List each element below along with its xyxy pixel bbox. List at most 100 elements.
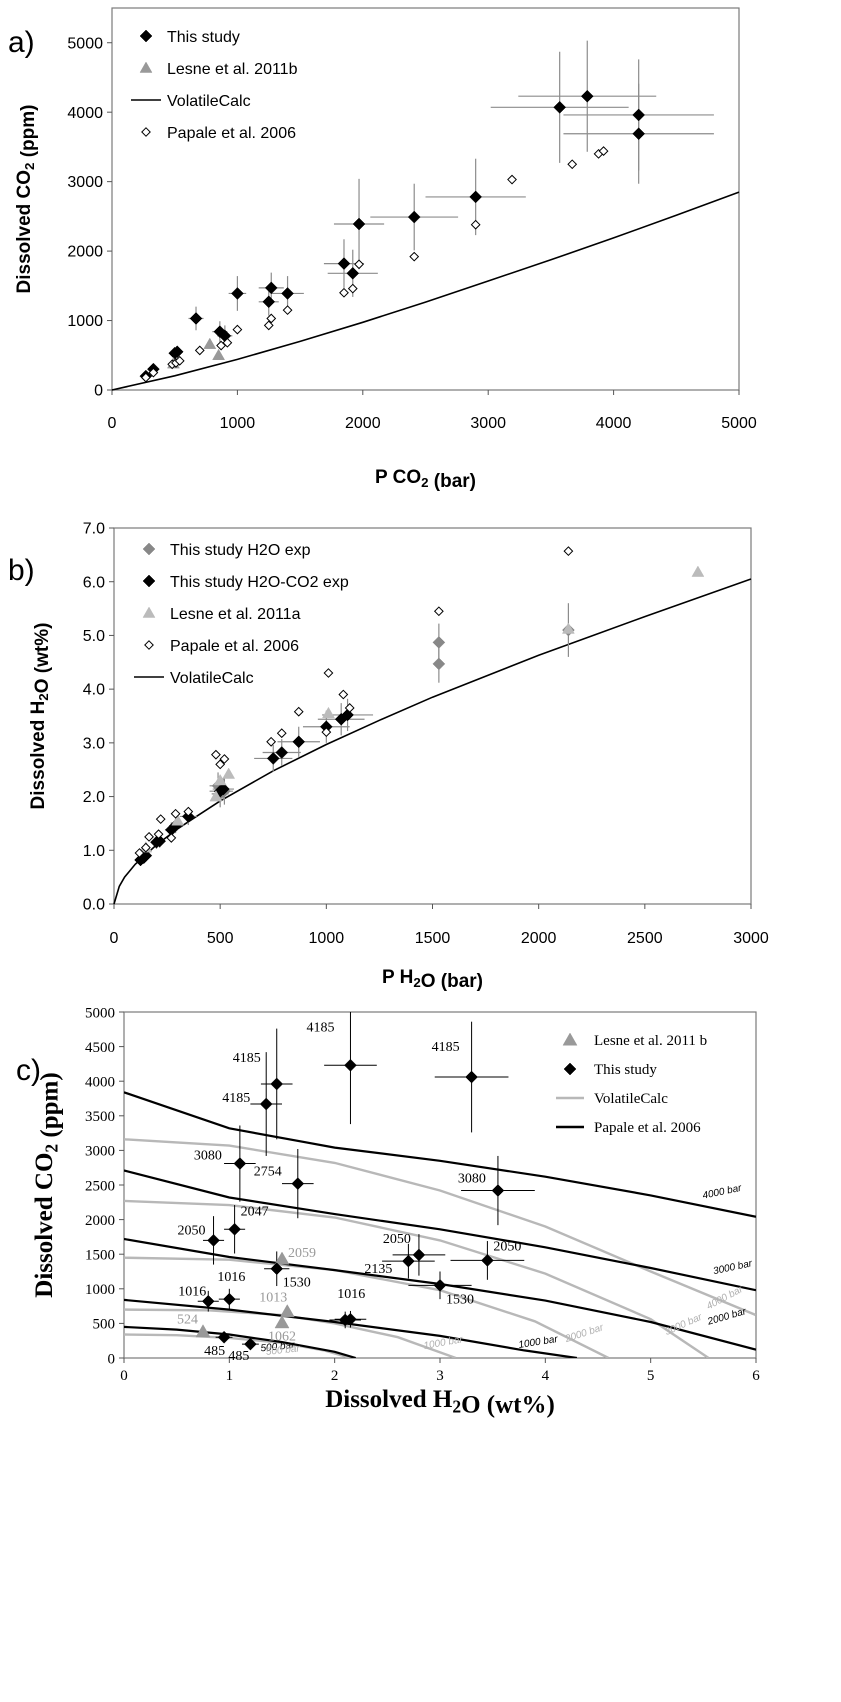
this-study-point [207, 1234, 220, 1247]
this-study-point [344, 1058, 357, 1072]
lesne-point-label: 2059 [288, 1246, 316, 1261]
this-study-point-label: 2050 [383, 1232, 411, 1247]
lesne-point [195, 1324, 211, 1338]
panel-a-point [632, 127, 646, 141]
this-study-point-label: 485 [204, 1344, 225, 1359]
panel-a-point [354, 259, 364, 270]
panel-a-point [409, 251, 420, 262]
panel-b-point [691, 565, 705, 577]
panel-a-point [598, 146, 609, 156]
panel-a-point [174, 355, 185, 366]
panel-c-ytick-label: 2000 [85, 1213, 115, 1229]
panel-b-point [292, 735, 306, 749]
panel-a-point [170, 345, 184, 359]
panel-a-point [203, 337, 217, 349]
panel-a-label: a) [8, 26, 35, 59]
panel-a-plot [111, 40, 740, 391]
lesne-point [274, 1315, 290, 1329]
panel-a-point [352, 217, 366, 231]
panel-a-point [282, 305, 293, 316]
panel-b-point [322, 706, 335, 719]
panel-a-ytick-label: 2000 [67, 244, 103, 261]
panel-a-ytick-label: 5000 [67, 35, 103, 52]
panel-a-legend-label: VolatileCalc [167, 93, 251, 110]
panel-b-point [338, 689, 349, 700]
isobar-label: 1000 bar [518, 1334, 559, 1351]
panel-a-point [222, 337, 233, 348]
panel-c-isobars [124, 1091, 756, 1358]
panel-a-point [469, 190, 483, 204]
panel-a-point [231, 287, 244, 300]
this-study-point [291, 1177, 305, 1190]
panel-b-point [344, 703, 355, 713]
panel-a-xlabel: P CO2 (bar) [375, 467, 476, 492]
panel-b-point [432, 657, 446, 671]
panel-c-ytick-label: 4000 [85, 1074, 115, 1090]
panel-c-legend-label: This study [594, 1062, 657, 1078]
panel-a-legend: This study Lesne et al. 2011b VolatileCalc… [131, 29, 298, 142]
panel-c-axes: 0 1 2 3 4 5 6 0 500 1000 1500 2000 2500 3000 3500 4000 4… [16, 1005, 760, 1418]
panel-b-legend-swatch [142, 542, 156, 556]
panel-b-ytick-label: 3.0 [83, 735, 105, 752]
panel-a-point [347, 283, 358, 294]
panel-b-point [209, 790, 223, 802]
panel-c-xtick-label: 6 [752, 1368, 760, 1384]
panel-b-point [171, 814, 185, 826]
papale-isobar [124, 1298, 578, 1358]
this-study-point-label: 1016 [178, 1284, 206, 1299]
isobar-label: 500 bar [265, 1343, 301, 1358]
panel-b-ylabel: Dissolved H2O (wt%) [28, 623, 53, 810]
this-study-point [481, 1254, 494, 1267]
panel-a-point [281, 287, 294, 300]
panel-c-xlabel: Dissolved H2O (wt%) [325, 1386, 555, 1418]
panel-b-xtick-label: 2500 [627, 930, 663, 947]
panel-b-legend-label: Papale et al. 2006 [170, 638, 299, 655]
panel-c-legend-swatch [563, 1062, 577, 1076]
this-study-point-label: 4185 [306, 1020, 334, 1035]
papale-isobar [124, 1325, 357, 1358]
isobar-label: 500 bar [260, 1340, 296, 1355]
panel-b-xtick-label: 500 [207, 930, 234, 947]
panel-b-axes: 0 500 1000 1500 2000 2500 3000 0.0 1.0 2.0 3.0 4.0 5… [8, 521, 769, 992]
panel-a-point [262, 295, 276, 309]
panel-b-point [134, 848, 145, 858]
panel-b-legend-label: This study H2O-CO2 exp [170, 574, 349, 591]
panel-c-xtick-label: 4 [542, 1368, 550, 1384]
panel-a-point [407, 210, 421, 224]
panel-b-point [183, 806, 194, 817]
panel-b-xtick-label: 1000 [309, 930, 345, 947]
panel-b-point [155, 814, 166, 825]
panel-c-ytick-label: 500 [93, 1317, 116, 1333]
panel-b-legend-swatch [144, 640, 154, 650]
panel-a-ytick-label: 1000 [67, 313, 103, 330]
isobar-label: 1000 bar [423, 1334, 464, 1352]
panel-b-xtick-label: 1500 [415, 930, 451, 947]
panel-a-legend-swatch [139, 29, 153, 43]
panel-b-legend-swatch [142, 606, 156, 618]
panel-a-xtick-label: 1000 [220, 415, 256, 432]
panel-c-xtick-label: 5 [647, 1368, 655, 1384]
panel-a-point [266, 313, 277, 324]
panel-c-ytick-label: 3500 [85, 1109, 115, 1125]
panel-a-point [507, 174, 517, 185]
volatilecalc-isobar [124, 1138, 756, 1317]
panel-c-ytick-label: 3000 [85, 1144, 115, 1160]
panel-b-point [153, 829, 164, 840]
this-study-point-label: 3080 [194, 1149, 222, 1164]
panel-b-point [213, 773, 227, 786]
panel-c-legend-swatch [562, 1032, 578, 1046]
this-study-point [244, 1337, 257, 1351]
this-study-point [344, 1312, 357, 1326]
panel-a-point [232, 324, 243, 335]
panel-b-xtick-label: 0 [110, 930, 119, 947]
this-study-point-label: 2047 [241, 1204, 269, 1219]
panel-b-ytick-label: 7.0 [83, 521, 105, 538]
panel-b-legend-label: Lesne et al. 2011a [170, 606, 301, 623]
lesne-point-label: 1013 [259, 1291, 287, 1306]
this-study-point [270, 1262, 284, 1276]
panel-a-xtick-label: 2000 [345, 415, 381, 432]
panel-b-point [266, 752, 280, 765]
panel-c-label: c) [16, 1054, 41, 1087]
